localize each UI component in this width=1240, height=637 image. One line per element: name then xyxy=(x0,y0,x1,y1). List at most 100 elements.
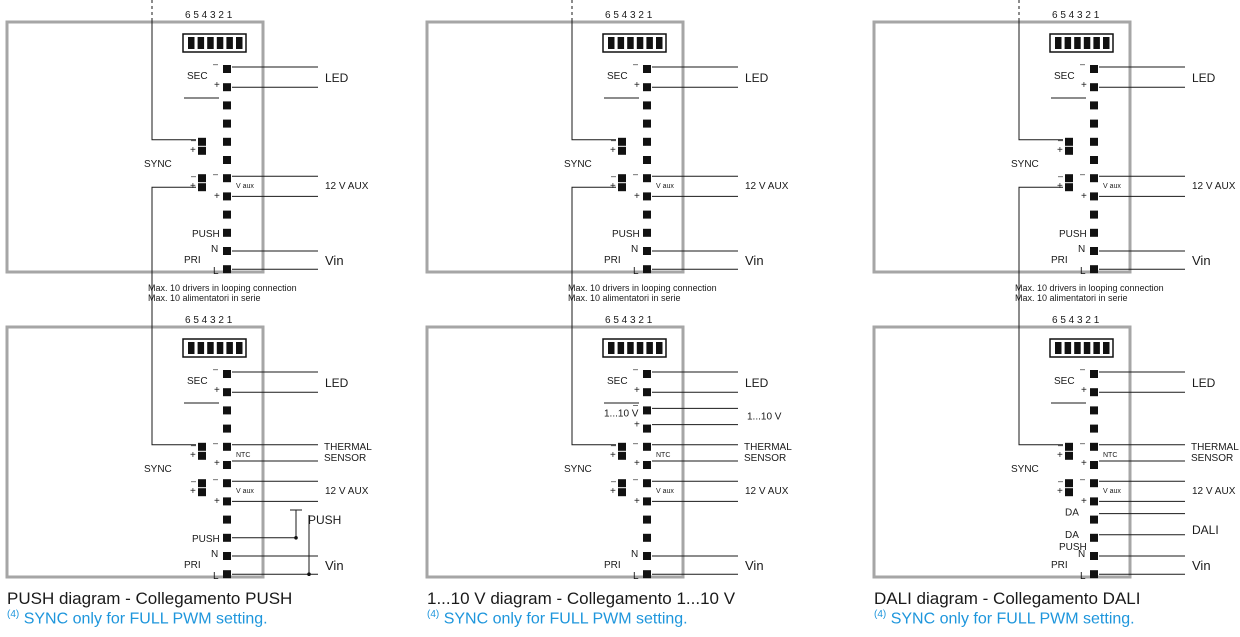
footnote-ref: (4) xyxy=(7,609,20,621)
sync-link-wire xyxy=(571,186,616,446)
label-l: L xyxy=(213,571,219,582)
caption-push: PUSH diagram - Collegamento PUSH (4) SYN… xyxy=(7,588,292,630)
label-vin: Vin xyxy=(745,253,764,268)
label-sensor: SENSOR xyxy=(1191,453,1233,464)
label-plus: + xyxy=(1081,458,1087,469)
driver-housing xyxy=(872,325,1132,579)
sync-pin xyxy=(618,479,626,488)
terminal-pin xyxy=(643,533,651,542)
label-sec: SEC xyxy=(607,376,628,387)
label-vaux: V aux xyxy=(236,488,254,495)
terminal-pin xyxy=(643,83,651,92)
terminal-pin xyxy=(643,210,651,219)
sync-pin xyxy=(618,146,626,155)
label-thermal: THERMAL xyxy=(1191,442,1239,453)
terminal-pin xyxy=(643,442,651,451)
dip-switch-lever xyxy=(617,342,625,354)
sync-pin xyxy=(198,183,206,192)
label-led: LED xyxy=(1192,71,1216,85)
label-12v-aux: 12 V AUX xyxy=(325,181,369,192)
label-push-switch: PUSH xyxy=(308,513,341,527)
terminal-pin xyxy=(1090,461,1098,469)
label-led: LED xyxy=(745,376,769,390)
terminal-pin xyxy=(223,424,231,433)
label-thermal: THERMAL xyxy=(324,442,372,453)
label-12v-aux: 12 V AUX xyxy=(325,486,369,497)
label-ntc: NTC xyxy=(236,452,250,459)
label-plus: + xyxy=(1081,191,1087,202)
dip-switch-lever xyxy=(617,37,625,49)
label-vin: Vin xyxy=(325,558,344,573)
terminal-pin xyxy=(1090,137,1098,146)
terminal-pin xyxy=(223,174,231,183)
terminal-pin xyxy=(643,570,651,579)
label-pri: PRI xyxy=(184,560,201,571)
terminal-pin xyxy=(643,515,651,524)
label-minus: – xyxy=(633,438,638,448)
label-vin: Vin xyxy=(745,558,764,573)
label-110v: 1...10 V xyxy=(747,411,782,422)
terminal-pin xyxy=(1090,192,1098,201)
label-plus: + xyxy=(214,80,220,91)
label-plus: + xyxy=(190,486,196,497)
label-minus: – xyxy=(1080,438,1085,448)
dip-switch-numbers: 6 5 4 3 2 1 xyxy=(185,10,233,21)
terminal-pin xyxy=(1090,406,1098,415)
terminal-pin xyxy=(223,442,231,451)
label-minus: – xyxy=(213,59,218,69)
label-minus: – xyxy=(633,364,638,374)
sync-pin xyxy=(618,442,626,451)
label-vin: Vin xyxy=(1192,558,1211,573)
driver-housing xyxy=(5,325,265,579)
label-plus: + xyxy=(634,458,640,469)
terminal-pin xyxy=(223,515,231,524)
dip-switch-numbers: 6 5 4 3 2 1 xyxy=(605,315,653,326)
terminal-pin xyxy=(1090,570,1098,579)
sync-wire xyxy=(1018,20,1063,141)
label-led: LED xyxy=(325,71,349,85)
dip-switch-lever xyxy=(636,342,644,354)
terminal-pin xyxy=(1090,265,1098,274)
label-minus: – xyxy=(1080,364,1085,374)
sync-wire xyxy=(571,20,616,141)
label-sync: SYNC xyxy=(144,159,172,170)
sync-pin xyxy=(1065,488,1073,497)
footnote-ref: (4) xyxy=(427,609,440,621)
terminal-pin xyxy=(223,228,231,237)
dip-switch-lever xyxy=(646,37,653,49)
label-minus: – xyxy=(213,438,218,448)
terminal-pin xyxy=(1090,552,1098,560)
label-push: PUSH xyxy=(612,229,640,240)
terminal-pin xyxy=(1090,442,1098,451)
terminal-pin xyxy=(643,461,651,469)
label-vaux: V aux xyxy=(656,183,674,190)
label-plus: + xyxy=(634,191,640,202)
label-minus: – xyxy=(191,476,196,486)
label-sec: SEC xyxy=(187,71,208,82)
terminal-pin xyxy=(223,479,231,488)
terminal-pin xyxy=(223,370,231,378)
sync-link-wire xyxy=(151,186,196,446)
label-n: N xyxy=(211,549,218,560)
terminal-pin xyxy=(223,101,231,110)
label-minus: – xyxy=(611,171,616,181)
dip-switch-lever xyxy=(226,342,233,354)
sync-pin xyxy=(618,183,626,192)
terminal-pin xyxy=(223,406,231,415)
dip-switch-lever xyxy=(1093,37,1100,49)
label-vin: Vin xyxy=(1192,253,1211,268)
label-pri: PRI xyxy=(604,255,621,266)
label-plus: + xyxy=(214,496,220,507)
label-l: L xyxy=(633,571,639,582)
driver-housing xyxy=(872,20,1132,274)
looping-note-it: Max. 10 alimentatori in serie xyxy=(1015,293,1128,303)
caption-110v: 1...10 V diagram - Collegamento 1...10 V… xyxy=(427,588,735,630)
label-minus: – xyxy=(213,364,218,374)
label-sensor: SENSOR xyxy=(324,453,366,464)
sync-pin xyxy=(618,137,626,146)
label-minus: – xyxy=(611,476,616,486)
looping-note-it: Max. 10 alimentatori in serie xyxy=(148,293,261,303)
terminal-pin xyxy=(643,228,651,237)
terminal-pin xyxy=(1090,83,1098,92)
